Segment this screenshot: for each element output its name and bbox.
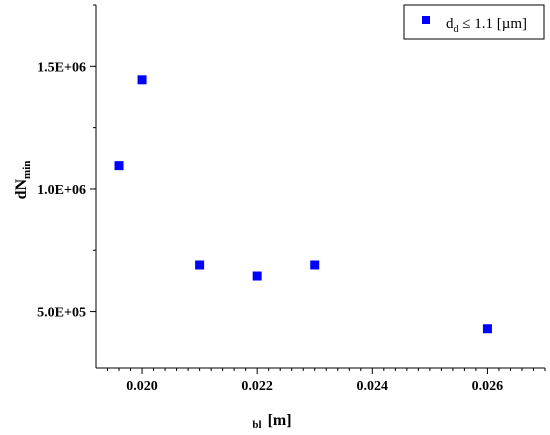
data-points — [114, 75, 492, 334]
data-point — [114, 161, 124, 171]
legend-label: dd ≤ 1.1 [µm] — [446, 16, 527, 35]
x-axis-title-sub: bl — [252, 419, 261, 431]
y-axis-title-sub: min — [21, 161, 33, 179]
data-point — [252, 271, 262, 281]
y-axis-title-main: dN — [13, 179, 30, 200]
y-tick-label: 5.0E+05 — [37, 306, 86, 321]
y-axis-title: dNmin — [13, 161, 33, 200]
x-axis-title-main: [m] — [268, 412, 292, 429]
legend-label-rest: ≤ 1.1 [µm] — [459, 16, 528, 32]
y-ticks: 5.0E+05 1.0E+06 1.5E+06 — [37, 4, 96, 321]
x-tick-label: 0.022 — [241, 379, 273, 394]
x-tick-label: 0.026 — [472, 379, 504, 394]
data-point — [195, 260, 205, 270]
y-tick-label: 1.0E+06 — [37, 183, 86, 198]
x-axis-title: bl [m] — [252, 412, 291, 431]
data-point — [482, 324, 492, 334]
legend-label-sub: d — [454, 24, 459, 35]
x-ticks: 0.020 0.022 0.024 0.026 — [107, 368, 546, 394]
x-tick-label: 0.024 — [357, 379, 389, 394]
axes — [95, 5, 545, 369]
x-tick-label: 0.020 — [126, 379, 158, 394]
data-point — [310, 260, 320, 270]
data-point — [137, 75, 147, 85]
legend-label-main: d — [446, 16, 454, 32]
y-tick-label: 1.5E+06 — [37, 60, 86, 75]
legend: dd ≤ 1.1 [µm] — [403, 4, 545, 40]
legend-marker — [422, 16, 430, 24]
